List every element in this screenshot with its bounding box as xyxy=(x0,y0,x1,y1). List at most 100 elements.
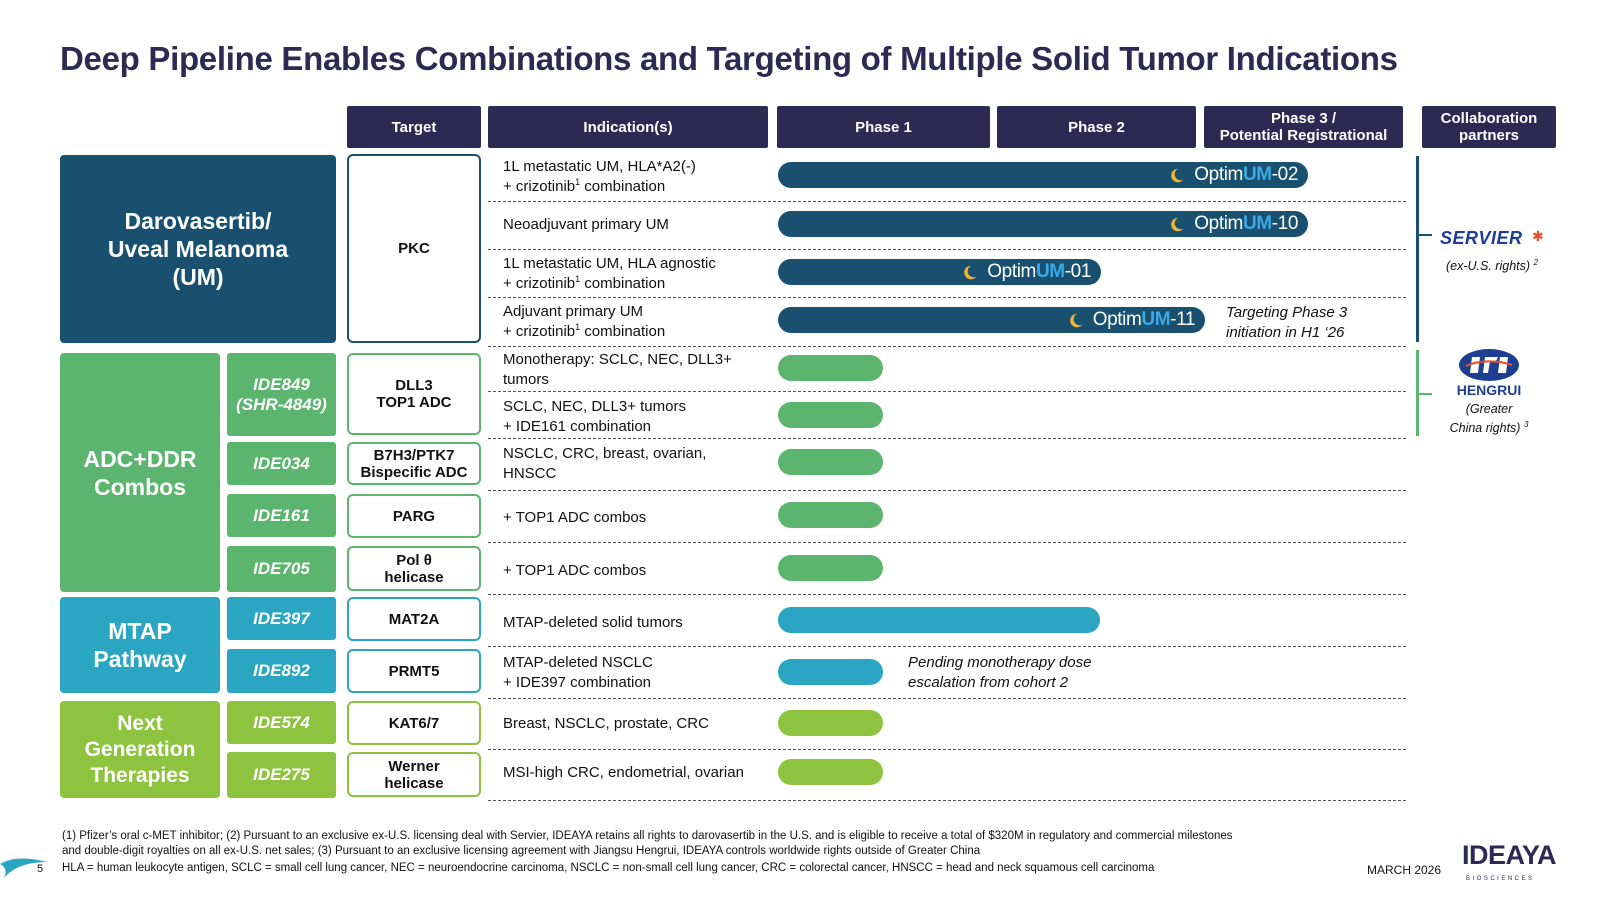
target-dll3-line2: TOP1 ADC xyxy=(376,394,452,411)
target-pol-line1: Pol θ xyxy=(396,551,432,569)
row-separator xyxy=(488,249,1406,250)
crescent-moon-icon xyxy=(1069,313,1083,327)
program-ide574: IDE574 xyxy=(227,701,336,744)
bar-optimum-01: Optim UM -01 xyxy=(778,259,1101,285)
indication-row-6: SCLC, NEC, DLL3+ tumors + IDE161 combina… xyxy=(503,397,768,437)
header-indications: Indication(s) xyxy=(488,106,768,148)
note-phase3-line2: initiation in H1 ‘26 xyxy=(1226,324,1345,341)
target-werner-line1: Werner xyxy=(388,757,440,775)
hengrui-name: HENGRUI xyxy=(1456,382,1522,398)
indication-row-13: MSI-high CRC, endometrial, ovarian xyxy=(503,764,744,781)
bar-ide161 xyxy=(778,502,883,528)
group-next-generation: Next Generation Therapies xyxy=(60,701,220,798)
program-ide034: IDE034 xyxy=(227,442,336,485)
hengrui-logo-icon xyxy=(1459,349,1519,381)
indication-row-5-line1: Monotherapy: SCLC, NEC, DLL3+ xyxy=(503,351,732,368)
ideaya-logo: IDEAYA xyxy=(1462,840,1557,870)
bar-ide849-mono xyxy=(778,355,883,381)
servier-logo: SERVIER xyxy=(1440,228,1523,248)
target-pkc: PKC xyxy=(347,154,481,343)
indication-row-7: NSCLC, CRC, breast, ovarian, HNSCC xyxy=(503,444,768,484)
servier-star-icon: ✱ xyxy=(1532,228,1544,244)
group-adc-ddr: ADC+DDR Combos xyxy=(60,353,220,592)
target-mat2a: MAT2A xyxy=(347,597,481,641)
header-phase2: Phase 2 xyxy=(997,106,1196,148)
bar-ide397 xyxy=(778,607,1100,633)
group-mtap-line1: MTAP xyxy=(108,618,172,644)
indication-row-12: Breast, NSCLC, prostate, CRC xyxy=(503,715,709,732)
target-pol-line2: helicase xyxy=(384,568,444,586)
indication-row-8: + TOP1 ADC combos xyxy=(503,509,647,526)
indication-row-4: Adjuvant primary UM + crizotinib1 combin… xyxy=(503,302,768,342)
group-next-line1: Next xyxy=(117,711,163,735)
page-number: 5 xyxy=(37,863,44,875)
note-phase3-line1: Targeting Phase 3 xyxy=(1226,304,1348,321)
note-pending-line2: escalation from cohort 2 xyxy=(908,674,1069,691)
program-ide849-code: IDE849 xyxy=(253,374,310,394)
group-next-line3: Therapies xyxy=(90,763,190,787)
row-separator xyxy=(488,490,1406,491)
footnote-2: and double-digit royalties on all ex-U.S… xyxy=(62,845,981,857)
bar-ide034 xyxy=(778,449,883,475)
indication-row-6-line1: SCLC, NEC, DLL3+ tumors xyxy=(503,398,686,415)
bar-ide574 xyxy=(778,710,883,736)
target-pol-theta: Pol θ helicase xyxy=(347,546,481,591)
header-phase1: Phase 1 xyxy=(777,106,990,148)
group-um-line3: (UM) xyxy=(172,264,224,290)
group-mtap-pathway: MTAP Pathway xyxy=(60,597,220,693)
row-separator xyxy=(488,646,1406,647)
row-separator xyxy=(488,201,1406,202)
indication-row-3: 1L metastatic UM, HLA agnostic + crizoti… xyxy=(503,254,768,294)
bar-ide849-combo xyxy=(778,402,883,428)
indication-row-7-line2: HNSCC xyxy=(503,465,557,482)
group-darovasertib-um: Darovasertib/ Uveal Melanoma (UM) xyxy=(60,155,336,343)
note-pending-line1: Pending monotherapy dose xyxy=(908,654,1092,671)
row-separator xyxy=(488,594,1406,595)
trial-optimum-02: Optim UM -02 xyxy=(1168,164,1298,186)
target-b7h3: B7H3/PTK7 Bispecific ADC xyxy=(347,442,481,485)
group-adc-line1: ADC+DDR xyxy=(83,445,197,472)
crescent-moon-icon xyxy=(1171,217,1184,231)
indication-row-1-line1: 1L metastatic UM, HLA*A2(-) xyxy=(503,158,696,175)
header-collab-line1: Collaboration xyxy=(1440,110,1538,127)
indication-row-7-line1: NSCLC, CRC, breast, ovarian, xyxy=(503,445,707,462)
partner-bracket-hengrui xyxy=(1416,350,1419,436)
bar-optimum-11: Optim UM -11 xyxy=(778,307,1205,333)
row-separator xyxy=(488,438,1406,439)
trial-optimum-10: Optim UM -10 xyxy=(1168,213,1298,235)
indication-row-11-line2: + IDE397 combination xyxy=(503,674,652,691)
servier-rights: (ex-U.S. rights) 2 xyxy=(1446,258,1538,274)
row-separator xyxy=(488,542,1406,543)
indication-row-3-line2: + crizotinib1 combination xyxy=(503,274,666,293)
target-dll3-line1: DLL3 xyxy=(395,377,433,394)
program-ide849: IDE849 (SHR-4849) xyxy=(227,353,336,436)
indication-row-6-line2: + IDE161 combination xyxy=(503,418,652,435)
target-kat67: KAT6/7 xyxy=(347,701,481,745)
indication-row-4-line1: Adjuvant primary UM xyxy=(503,303,644,320)
wave-decoration-icon xyxy=(0,858,48,878)
indication-row-5: Monotherapy: SCLC, NEC, DLL3+ tumors xyxy=(503,350,768,390)
indication-row-11-line1: MTAP-deleted NSCLC xyxy=(503,654,653,671)
indication-row-5-line2: tumors xyxy=(503,371,549,388)
bar-optimum-10: Optim UM -10 xyxy=(778,211,1308,237)
target-dll3: DLL3 TOP1 ADC xyxy=(347,353,481,435)
program-ide849-alias: (SHR-4849) xyxy=(236,394,327,414)
partner-bracket-servier-tick xyxy=(1418,234,1432,236)
program-ide705: IDE705 xyxy=(227,546,336,592)
page-title: Deep Pipeline Enables Combinations and T… xyxy=(60,40,1398,77)
bar-optimum-02: Optim UM -02 xyxy=(778,162,1308,188)
row-separator xyxy=(488,800,1406,801)
header-target: Target xyxy=(347,106,481,148)
group-adc-line2: Combos xyxy=(94,473,186,500)
row-separator xyxy=(488,698,1406,699)
indication-row-4-line2: + crizotinib1 combination xyxy=(503,322,666,341)
indication-row-11: MTAP-deleted NSCLC + IDE397 combination xyxy=(503,653,768,693)
indication-row-10: MTAP-deleted solid tumors xyxy=(503,614,683,631)
trial-optimum-01: Optim UM -01 xyxy=(961,261,1091,283)
target-werner-line2: helicase xyxy=(384,774,444,792)
indication-row-9: + TOP1 ADC combos xyxy=(503,562,647,579)
target-b7h3-line2: Bispecific ADC xyxy=(360,463,468,481)
header-collab-line2: partners xyxy=(1458,127,1520,144)
crescent-moon-icon xyxy=(1171,168,1184,182)
partner-bracket-servier xyxy=(1416,156,1419,342)
